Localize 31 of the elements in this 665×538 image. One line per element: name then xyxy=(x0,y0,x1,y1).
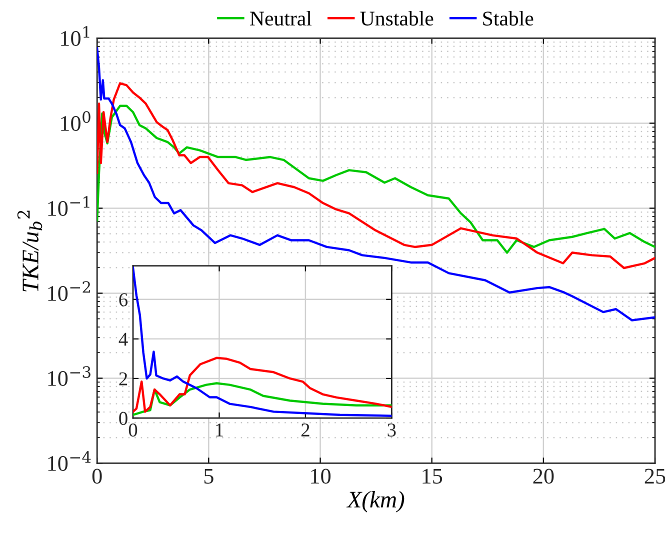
line-series xyxy=(97,104,656,254)
x-tick-label: 5 xyxy=(204,468,214,484)
line-series xyxy=(133,356,392,413)
y-tick-label: 10$^{0}$ xyxy=(61,111,90,131)
y-tick-label: 6 xyxy=(119,293,128,306)
line-series xyxy=(133,382,392,416)
legend-label: Neutral xyxy=(250,10,312,26)
x-tick-label: 0 xyxy=(128,423,138,437)
x-tick-label: 3 xyxy=(388,424,396,437)
x-tick-label: 1 xyxy=(216,424,223,436)
x-tick-label: 25 xyxy=(644,468,665,484)
x-tick-label: 0 xyxy=(92,468,102,484)
legend-label: Stable xyxy=(483,10,534,26)
x-tick-label: 15 xyxy=(422,468,442,484)
y-tick-label: 10$^{−2}$ xyxy=(48,281,90,301)
y-tick-label: 10$^{−4}$ xyxy=(48,451,91,471)
y-tick-label: 10$^{1}$ xyxy=(61,26,90,46)
x-tick-label: 2 xyxy=(301,424,310,436)
legend-label: Unstable xyxy=(360,10,434,26)
y-tick-label: 10$^{−1}$ xyxy=(48,196,90,216)
x-tick-label: 20 xyxy=(533,468,554,484)
line-series xyxy=(133,266,392,417)
y-axis-title: TKE/u$_{b}$$^{2}$ xyxy=(17,210,42,292)
y-tick-label: 10$^{−3}$ xyxy=(48,366,90,386)
x-axis-title: X(km) xyxy=(346,491,404,512)
y-tick-label: 2 xyxy=(119,372,128,386)
line-series xyxy=(97,82,656,270)
y-tick-label: 0 xyxy=(119,412,128,425)
y-tick-label: 4 xyxy=(118,332,128,346)
line-series xyxy=(97,47,656,322)
x-tick-label: 10 xyxy=(311,468,331,484)
